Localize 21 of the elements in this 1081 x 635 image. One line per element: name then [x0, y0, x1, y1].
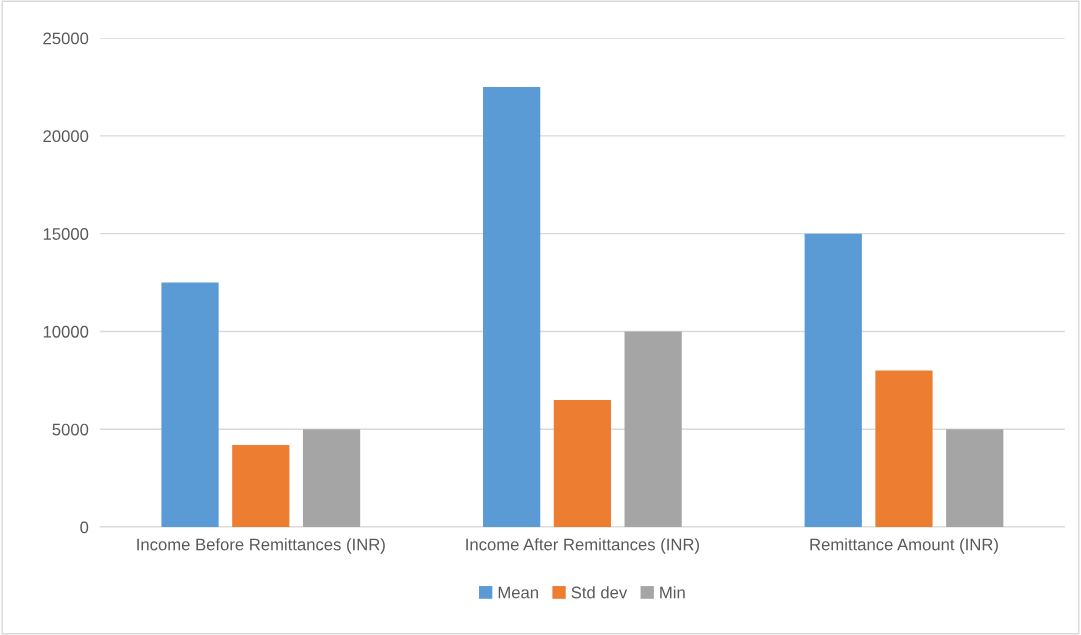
bar [946, 429, 1004, 528]
bar [553, 399, 612, 528]
legend-label: Std dev [571, 586, 628, 599]
bar [302, 429, 361, 528]
legend-label: Min [660, 586, 685, 599]
y-tick-label: 15000 [43, 228, 89, 240]
x-tick-label: Remittance Amount (INR) [810, 538, 998, 554]
bar [804, 233, 862, 528]
bar [161, 282, 219, 528]
bar [483, 86, 541, 528]
y-tick-label: 25000 [43, 32, 89, 45]
bar [875, 370, 933, 528]
y-tick-label: 5000 [52, 423, 89, 436]
x-tick-label: Income After Remittances (INR) [466, 538, 699, 554]
bar [232, 444, 290, 528]
x-tick-label: Income Before Remittances (INR) [137, 538, 385, 554]
y-tick-label: 10000 [43, 325, 89, 338]
y-tick-label: 0 [80, 521, 89, 534]
y-tick-label: 20000 [43, 130, 89, 143]
legend-label: Mean [498, 586, 538, 599]
bar [624, 331, 682, 528]
